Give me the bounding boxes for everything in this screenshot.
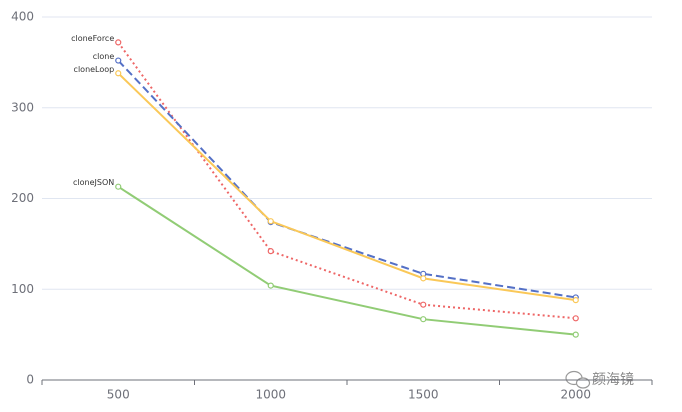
line (117, 72, 576, 302)
x-tick-label: 500 (107, 388, 130, 402)
series-label: cloneForce (71, 34, 114, 43)
point (267, 282, 274, 289)
point (420, 275, 427, 282)
point (572, 297, 579, 304)
point (572, 315, 579, 322)
series-label: clone (93, 52, 115, 61)
series-label: cloneJSON (73, 178, 114, 187)
point (267, 248, 274, 255)
y-tick-label: 300 (11, 100, 34, 114)
series-label: cloneLoop (74, 65, 115, 74)
x-tick-label: 2000 (560, 388, 591, 402)
y-tick-label: 100 (11, 282, 34, 296)
line (117, 41, 576, 320)
point (115, 57, 122, 64)
line (117, 59, 576, 299)
y-tick-label: 200 (11, 191, 34, 205)
x-tick-label: 1000 (255, 388, 286, 402)
point (115, 39, 122, 46)
point (420, 301, 427, 308)
y-tick-label: 400 (11, 10, 34, 24)
x-tick-label: 1500 (408, 388, 439, 402)
point (267, 218, 274, 225)
y-tick-label: 0 (26, 373, 34, 387)
point (420, 316, 427, 323)
point (115, 70, 122, 77)
line (117, 185, 576, 336)
point (572, 331, 579, 338)
point (115, 183, 122, 190)
